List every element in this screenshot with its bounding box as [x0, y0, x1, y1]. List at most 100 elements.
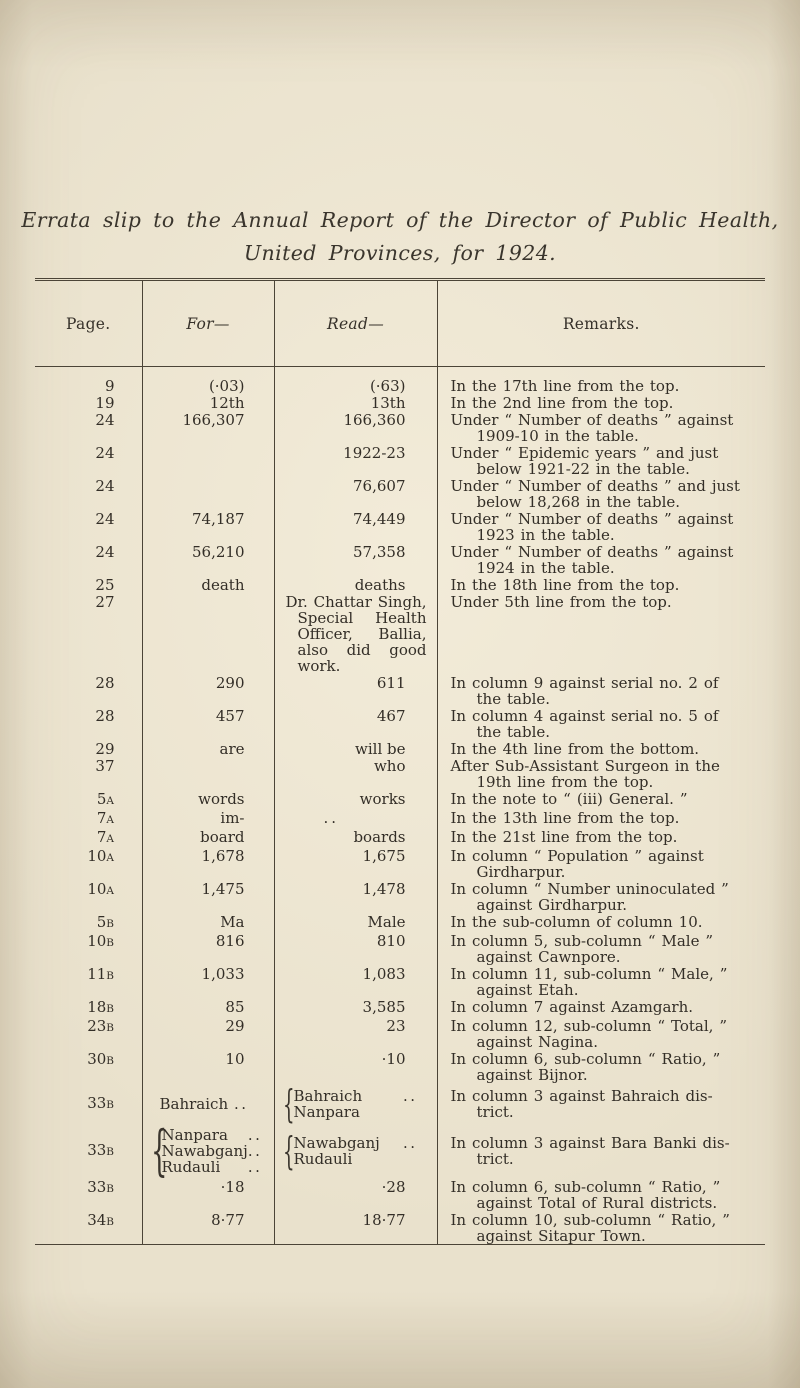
table-row: 33B{Nanpara.. Nawabganj.. Rudauli..{Nawabg… — [35, 1123, 765, 1178]
remark-text: In column “ Population ” against Girdhar… — [450, 847, 704, 881]
cell-value: 166,307 — [182, 411, 245, 429]
read-cell: 1,478 — [274, 880, 438, 913]
read-cell: works — [274, 790, 438, 809]
table-row: 24 166,307 166,360 Under “ Number of deaths… — [35, 411, 765, 444]
dot-leader: .. — [247, 1158, 263, 1177]
page-cell: 5A — [35, 790, 143, 809]
remarks-cell: In the 2nd line from the top. — [437, 394, 765, 411]
table-row: 24 76,607 Under “ Number of deaths ” and j… — [35, 477, 765, 510]
for-cell: Bahraich.. — [142, 1083, 275, 1124]
page-letter: B — [106, 1022, 115, 1034]
list-item: Nanpara — [294, 1104, 436, 1120]
cell-value: 74,187 — [192, 510, 245, 528]
read-cell: 57,358 — [274, 543, 438, 576]
remarks-cell: In the 4th line from the bottom. — [437, 740, 765, 757]
cell-value: 12th — [209, 394, 245, 412]
page-cell: 10B — [35, 932, 143, 965]
brace-glyph: { — [282, 1082, 295, 1126]
block-line: work. — [297, 657, 341, 675]
page-letter: B — [106, 937, 115, 949]
cell-value: 1,478 — [362, 880, 406, 898]
page-cell: 24 — [35, 444, 143, 477]
remark-text: In the sub-column of column 10. — [450, 913, 703, 931]
list-item: Nawabganj.. — [294, 1135, 436, 1151]
read-cell: Male — [274, 913, 438, 932]
remarks-cell: In column 11, sub-column “ Male, ” again… — [437, 965, 765, 998]
read-cell: {Bahraich.. Nanpara — [274, 1082, 438, 1126]
read-cell: will be — [274, 740, 438, 757]
cell-value: ·10 — [381, 1050, 406, 1068]
cell-value: death — [201, 576, 245, 594]
cell-value: 1922-23 — [343, 444, 406, 462]
dot-leader: .. — [402, 1087, 418, 1106]
cell-value: 457 — [215, 707, 245, 725]
read-cell: {Nawabganj.. Rudauli — [274, 1123, 438, 1178]
table-row: 9 (·03) (·63) In the 17th line from the top… — [35, 366, 765, 394]
for-cell: 8·77 — [142, 1210, 275, 1245]
page-cell: 5B — [35, 913, 143, 932]
for-cell: 29 — [142, 1017, 275, 1050]
page-number: 10 — [87, 932, 107, 950]
page-number: 19 — [95, 394, 115, 412]
for-cell: 816 — [142, 932, 275, 965]
read-cell: 810 — [274, 932, 438, 965]
remark-text: In column 6, sub-column “ Ratio, ” again… — [450, 1050, 721, 1084]
for-cell: 12th — [142, 394, 275, 412]
page-letter: B — [106, 1099, 115, 1112]
page-letter: A — [106, 795, 115, 807]
brace-items: Nawabganj.. Rudauli — [294, 1135, 436, 1167]
page-number: 30 — [87, 1050, 107, 1068]
list-item: Nawabganj.. — [162, 1143, 285, 1159]
dot-leader: .. — [233, 1095, 249, 1114]
block-line: Dr. Chattar Singh, — [285, 593, 427, 611]
page-number: 11 — [87, 965, 107, 983]
page-number: 23 — [87, 1017, 107, 1035]
page-letter: A — [106, 814, 115, 826]
remark-text: In column 10, sub-column “ Ratio, ” agai… — [450, 1210, 730, 1245]
for-cell — [142, 757, 275, 790]
page-letter: A — [106, 852, 115, 864]
remark-text: In column 12, sub-column “ Total, ” agai… — [450, 1017, 728, 1051]
read-cell: boards — [274, 828, 438, 847]
place-name: Nanpara — [161, 1126, 228, 1145]
read-cell: (·63) — [274, 366, 438, 394]
table-row: 34B 8·77 18·77 In column 10, sub-column “ R… — [35, 1210, 765, 1245]
remark-text: In column 3 against Bahraich dis- trict. — [450, 1087, 713, 1122]
cell-value: Male — [367, 913, 406, 931]
cell-value: are — [219, 740, 245, 758]
page-letter: B — [106, 1003, 115, 1015]
cell-value: 810 — [376, 932, 406, 950]
page-cell: 24 — [35, 411, 143, 444]
col-header-page: Page. — [35, 279, 143, 367]
read-cell: 166,360 — [274, 411, 438, 444]
read-cell: ·10 — [274, 1050, 438, 1083]
cell-value: 467 — [376, 707, 406, 725]
for-cell: 10 — [142, 1050, 275, 1083]
remark-text: In the note to “ (iii) General. ” — [450, 790, 688, 808]
table-row: 24 1922-23 Under “ Epidemic years ” and ju… — [35, 444, 765, 477]
for-cell — [142, 477, 275, 510]
page-cell: 10A — [35, 847, 143, 880]
remarks-cell: In the 17th line from the top. — [437, 367, 765, 394]
page-number: 5 — [96, 913, 107, 931]
title-line-2: United Provinces, for 1924. — [243, 241, 557, 265]
for-cell: 74,187 — [142, 510, 275, 543]
cell-value: who — [373, 757, 406, 775]
cell-value: ·18 — [220, 1177, 245, 1196]
col-header-remarks: Remarks. — [437, 279, 765, 367]
remarks-cell: In column 5, sub-column “ Male ” against… — [437, 932, 765, 965]
cell-value: im- — [220, 809, 245, 827]
table-row: 28 457 467 In column 4 against serial no. 5… — [35, 707, 765, 740]
read-cell: 467 — [274, 707, 438, 740]
page-number: 24 — [95, 543, 115, 561]
page-cell: 30B — [35, 1050, 143, 1083]
page-cell: 24 — [35, 477, 143, 510]
page-number: 7 — [96, 828, 107, 846]
read-block: Dr. Chattar Singh, Special Health Officer,… — [276, 594, 436, 674]
for-cell: im- — [142, 809, 275, 828]
for-cell: 85 — [142, 998, 275, 1017]
page-letter: A — [106, 833, 115, 845]
page-cell: 10A — [35, 880, 143, 913]
table-row: 33B Bahraich..{Bahraich.. Nanpara In column… — [35, 1082, 765, 1126]
